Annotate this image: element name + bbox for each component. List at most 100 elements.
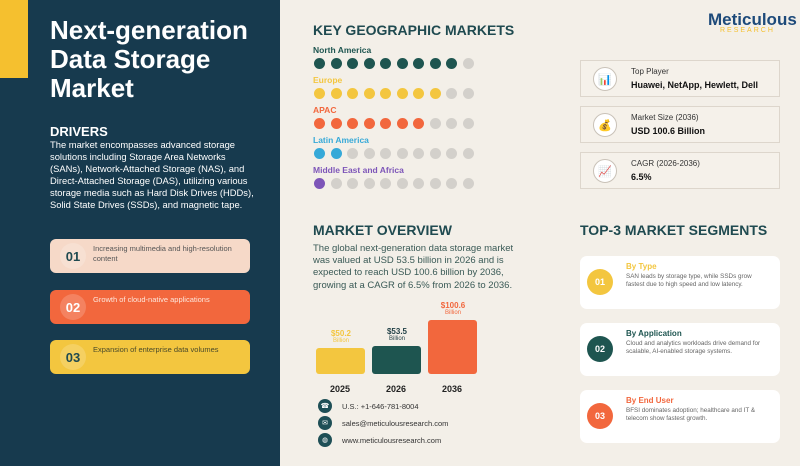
dot: [462, 178, 474, 189]
bar-unit: Billion: [332, 338, 349, 345]
dot: [314, 58, 325, 69]
bar-value: $50.2: [330, 329, 352, 339]
drivers-text: The market encompasses advanced storage …: [50, 139, 254, 210]
growth-chart-icon: 📈: [593, 159, 617, 183]
contact-item[interactable]: ✉ sales@meticulousresearch.com: [318, 416, 448, 430]
segment-title: By End User: [626, 396, 674, 405]
money-bag-icon: 💰: [593, 113, 617, 137]
dot: [429, 88, 441, 99]
dot: [380, 118, 391, 129]
driver-text: Expansion of enterprise data volumes: [93, 345, 219, 354]
dot: [380, 88, 391, 99]
dot: [314, 148, 325, 159]
dot: [446, 118, 457, 129]
segment-number: 01: [587, 269, 613, 295]
bar-value: $53.5: [386, 327, 408, 337]
globe-icon: ◍: [318, 433, 332, 447]
driver-text: Growth of cloud-native applications: [93, 295, 210, 304]
contact-text: sales@meticulousresearch.com: [342, 418, 449, 428]
bar-unit: Billion: [388, 336, 405, 343]
segment-title: By Application: [626, 329, 682, 338]
bar: [428, 320, 477, 374]
x-tick-label: 2025: [329, 384, 351, 394]
stat-card: 📊 Top Player Huawei, NetApp, Hewlett, Dell: [580, 60, 780, 97]
segment-text: Cloud and analytics workloads drive dema…: [626, 340, 761, 355]
region-dots: [314, 178, 474, 189]
dot: [314, 178, 325, 189]
driver-number: 02: [60, 294, 86, 320]
dot: [429, 178, 441, 189]
bar-value-label: $100.6 Billion: [423, 301, 483, 316]
dot: [347, 88, 358, 99]
segment-title: By Type: [626, 262, 657, 271]
region-label: APAC: [313, 105, 337, 115]
dot: [413, 118, 424, 129]
dot: [314, 88, 325, 99]
dot: [413, 58, 424, 69]
dot: [446, 88, 457, 99]
dot: [396, 178, 408, 189]
driver-card: 02 Growth of cloud-native applications: [50, 290, 250, 324]
dot: [363, 88, 375, 99]
dot: [347, 178, 358, 189]
segment-card: 02 By Application Cloud and analytics work…: [580, 323, 780, 376]
dot: [396, 88, 408, 99]
segment-text: BFSI dominates adoption; healthcare and …: [626, 407, 756, 422]
dot: [429, 118, 441, 129]
region-dots: [314, 88, 474, 99]
dot: [413, 88, 424, 99]
dot: [462, 118, 474, 129]
bar: [316, 348, 365, 374]
dot: [462, 148, 474, 159]
segment-card: 03 By End User BFSI dominates adoption; he…: [580, 390, 780, 443]
bar-value-label: $53.5 Billion: [367, 327, 427, 342]
dot: [347, 118, 358, 129]
contact-item[interactable]: ◍ www.meticulousresearch.com: [318, 433, 441, 447]
region-dots: [314, 118, 474, 129]
dot: [380, 58, 391, 69]
stat-label: Top Player: [631, 67, 669, 76]
dot: [314, 118, 325, 129]
segment-card: 01 By Type SAN leads by storage type, whil…: [580, 256, 780, 309]
segment-number: 02: [587, 336, 613, 362]
stat-card: 📈 CAGR (2026-2036) 6.5%: [580, 152, 780, 189]
drivers-heading: DRIVERS: [50, 124, 108, 139]
driver-text: Increasing multimedia and high-resolutio…: [93, 244, 232, 263]
accent-block: [0, 0, 28, 78]
stat-label: CAGR (2026-2036): [631, 159, 700, 168]
dot: [413, 178, 424, 189]
dot: [363, 148, 375, 159]
region-label: Middle East and Africa: [313, 165, 404, 175]
dot: [396, 118, 408, 129]
dot: [330, 88, 342, 99]
dot: [462, 88, 474, 99]
stat-value: Huawei, NetApp, Hewlett, Dell: [631, 80, 759, 90]
driver-card: 03 Expansion of enterprise data volumes: [50, 340, 250, 374]
driver-card: 01 Increasing multimedia and high-resolut…: [50, 239, 250, 273]
dot: [429, 148, 441, 159]
logo: Meticulous RESEARCH: [708, 10, 797, 34]
driver-number: 03: [60, 344, 86, 370]
geo-heading: KEY GEOGRAPHIC MARKETS: [313, 22, 515, 38]
segment-number: 03: [587, 403, 613, 429]
dot: [446, 58, 457, 69]
dot: [347, 148, 358, 159]
email-icon: ✉: [318, 416, 332, 430]
dot: [363, 178, 375, 189]
region-label: Latin America: [313, 135, 369, 145]
dot: [396, 58, 408, 69]
bar-value-label: $50.2 Billion: [311, 329, 371, 344]
contact-text: U.S.: +1-646-781-8004: [342, 401, 419, 411]
bar-value: $100.6: [440, 301, 466, 310]
region-label: Europe: [313, 75, 343, 85]
phone-icon: ☎: [318, 399, 332, 413]
dot: [330, 118, 342, 129]
dot: [413, 148, 424, 159]
bar-chart-icon: 📊: [593, 67, 617, 91]
region-dots: [314, 58, 474, 69]
stat-value: 6.5%: [631, 172, 652, 182]
dot: [380, 148, 391, 159]
region-dots: [314, 148, 474, 159]
x-tick-label: 2036: [441, 384, 463, 394]
contact-item[interactable]: ☎ U.S.: +1-646-781-8004: [318, 399, 419, 413]
